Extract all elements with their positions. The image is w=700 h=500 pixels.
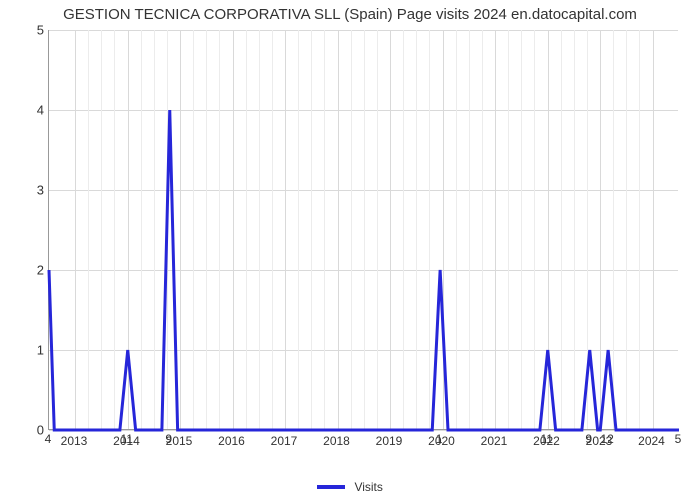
annotation: 12 [600,432,613,446]
annotation: 9 [165,432,172,446]
xtick-label: 2013 [61,434,88,448]
annotation: 4 [45,432,52,446]
series-line [49,30,678,429]
ytick-label: 4 [4,103,44,118]
legend: Visits [0,479,700,494]
plot-area [48,30,678,430]
xtick-label: 2016 [218,434,245,448]
ytick-label: 3 [4,183,44,198]
chart-title: GESTION TECNICA CORPORATIVA SLL (Spain) … [0,6,700,23]
annotation: 5 [675,432,682,446]
legend-label: Visits [354,480,382,494]
ytick-label: 0 [4,423,44,438]
xtick-label: 2019 [376,434,403,448]
ytick-label: 2 [4,263,44,278]
ytick-label: 1 [4,343,44,358]
annotation: 11 [121,432,133,446]
annotation: 1 [436,432,443,446]
ytick-label: 5 [4,23,44,38]
xtick-label: 2021 [481,434,508,448]
xtick-label: 2017 [271,434,298,448]
annotation: 11 [541,432,553,446]
xtick-label: 2024 [638,434,665,448]
xtick-label: 2018 [323,434,350,448]
legend-swatch [317,485,345,489]
annotation: 9 [585,432,592,446]
